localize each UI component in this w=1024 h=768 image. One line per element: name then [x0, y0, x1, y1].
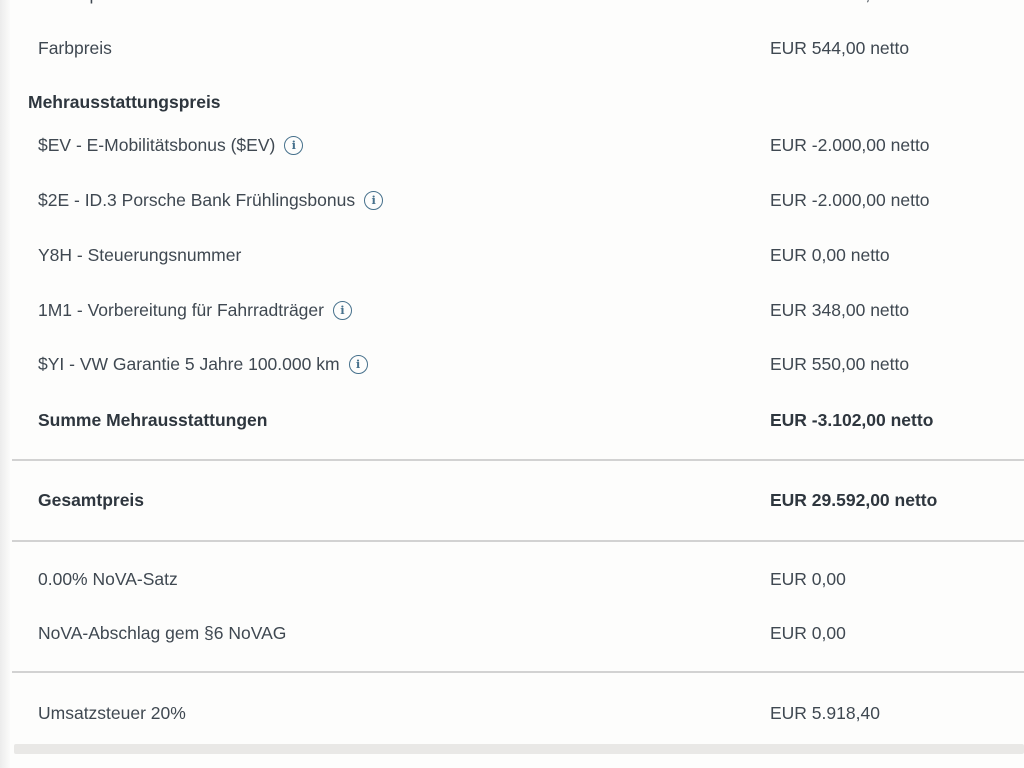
row-label: $2E - ID.3 Porsche Bank Frühlingsbonus: [38, 190, 356, 210]
row-label: NoVA-Abschlag gem §6 NoVAG: [38, 623, 287, 643]
row-label: 1M1 - Vorbereitung für Fahrradträger: [38, 300, 324, 320]
table-row-ev-bonus: $EV - E-Mobilitätsbonus ($EV) i EUR -2.0…: [0, 131, 1024, 159]
row-value: EUR 550,00 netto: [770, 354, 910, 374]
table-row-steuerungsnummer: Y8H - Steuerungsnummer EUR 0,00 netto: [0, 241, 1024, 269]
table-row-umsatzsteuer: Umsatzsteuer 20% EUR 5.918,40: [0, 699, 1024, 727]
row-label: Modellpreis: [38, 0, 127, 8]
row-value: EUR 32.150,00 netto: [770, 0, 933, 8]
row-label: Gesamtpreis: [38, 490, 145, 510]
section-divider-bar: [14, 744, 1024, 754]
divider: [12, 459, 1024, 461]
row-label: $YI - VW Garantie 5 Jahre 100.000 km: [38, 354, 340, 374]
divider: [12, 671, 1024, 673]
row-value: EUR 5.918,40: [770, 703, 880, 723]
info-icon[interactable]: i: [284, 135, 304, 155]
row-label: $EV - E-Mobilitätsbonus ($EV): [38, 135, 276, 155]
row-value: EUR 0,00: [770, 623, 846, 643]
info-icon[interactable]: i: [332, 300, 352, 320]
table-row-farbpreis: Farbpreis EUR 544,00 netto: [0, 34, 1024, 62]
divider: [12, 540, 1024, 542]
info-icon[interactable]: i: [348, 354, 368, 374]
row-label: Farbpreis: [38, 38, 112, 58]
row-label: Umsatzsteuer 20%: [38, 703, 186, 723]
row-value: EUR 348,00 netto: [770, 300, 910, 320]
row-value: EUR -3.102,00 netto: [770, 410, 934, 430]
table-row-summe-mehrausstattungen: Summe Mehrausstattungen EUR -3.102,00 ne…: [0, 406, 1024, 434]
table-row-fahrradtraeger: 1M1 - Vorbereitung für Fahrradträger i E…: [0, 296, 1024, 324]
info-icon[interactable]: i: [364, 190, 384, 210]
row-label: Y8H - Steuerungsnummer: [38, 245, 242, 265]
table-row-fruehlingsbonus: $2E - ID.3 Porsche Bank Frühlingsbonus i…: [0, 186, 1024, 214]
row-value: EUR 29.592,00 netto: [770, 490, 938, 510]
table-row-nova-abschlag: NoVA-Abschlag gem §6 NoVAG EUR 0,00: [0, 619, 1024, 647]
table-row-modellpreis: Modellpreis EUR 32.150,00 netto: [0, 0, 1024, 8]
table-row-vw-garantie: $YI - VW Garantie 5 Jahre 100.000 km i E…: [0, 350, 1024, 378]
row-value: EUR 544,00 netto: [770, 38, 910, 58]
table-row-nova-satz: 0.00% NoVA-Satz EUR 0,00: [0, 565, 1024, 593]
section-header-mehrausstattungspreis: Mehrausstattungspreis: [0, 88, 1024, 116]
row-label: 0.00% NoVA-Satz: [38, 569, 178, 589]
section-title: Mehrausstattungspreis: [28, 92, 221, 112]
row-value: EUR -2.000,00 netto: [770, 190, 930, 210]
page-left-edge: [0, 0, 10, 768]
table-row-gesamtpreis: Gesamtpreis EUR 29.592,00 netto: [0, 486, 1024, 514]
row-value: EUR -2.000,00 netto: [770, 135, 930, 155]
row-value: EUR 0,00 netto: [770, 245, 890, 265]
row-label: Summe Mehrausstattungen: [38, 410, 268, 430]
row-value: EUR 0,00: [770, 569, 846, 589]
